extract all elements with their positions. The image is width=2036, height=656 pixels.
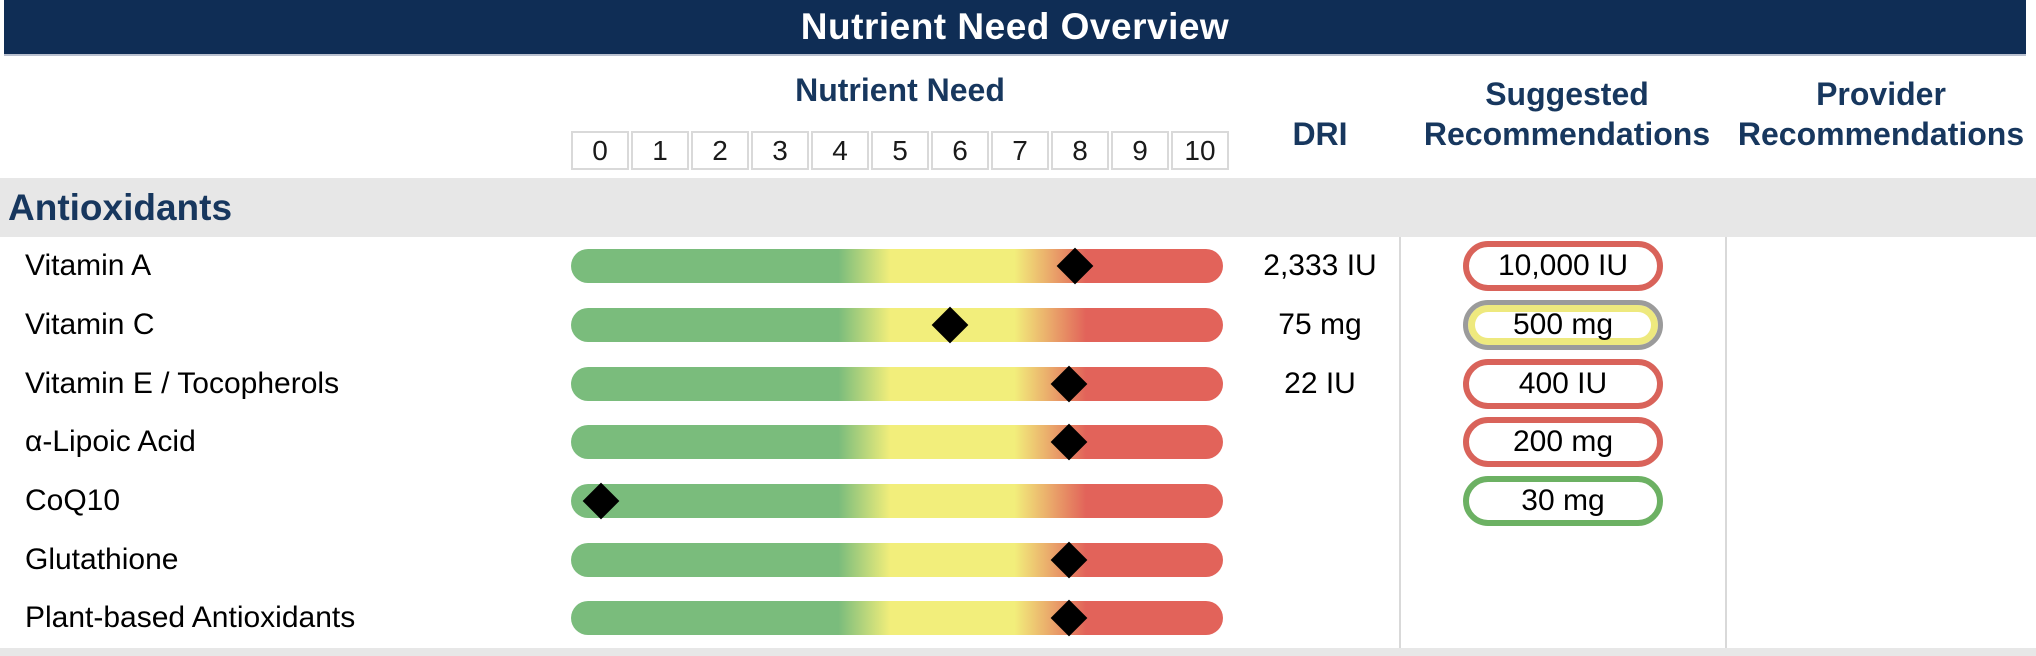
dri-value: 22 IU <box>1284 366 1356 400</box>
need-marker-diamond-icon <box>1050 541 1088 579</box>
dri-value: 75 mg <box>1278 308 1362 342</box>
scale-tick-2: 2 <box>691 131 749 170</box>
need-marker-diamond-icon <box>1056 247 1094 285</box>
scale-tick-7: 7 <box>991 131 1049 170</box>
recommendation-value: 400 IU <box>1518 366 1608 400</box>
column-header-provider-recommendations: Provider Recommendations <box>1737 76 2025 152</box>
recommendation-value: 30 mg <box>1521 484 1605 518</box>
scale-tick-1: 1 <box>631 131 689 170</box>
need-scale-bar <box>571 600 1223 637</box>
need-marker-diamond-icon <box>582 482 620 520</box>
column-header-nutrient-need: Nutrient Need <box>795 72 1005 108</box>
nutrient-label: CoQ10 <box>25 484 121 518</box>
recommendation-value: 10,000 IU <box>1497 249 1629 283</box>
column-header-dri: DRI <box>1292 116 1348 152</box>
recommendation-value: 200 mg <box>1512 425 1614 459</box>
section-header-antioxidants: Antioxidants <box>0 178 2036 237</box>
need-marker-diamond-icon <box>931 306 969 344</box>
need-marker-diamond-icon <box>1050 600 1088 637</box>
need-scale-bar <box>571 365 1223 403</box>
recommendation-pill: 400 IU <box>1463 358 1663 409</box>
nutrient-label: Vitamin E / Tocopherols <box>25 366 340 400</box>
scale-tick-10: 10 <box>1171 131 1229 170</box>
scale-tick-3: 3 <box>751 131 809 170</box>
need-scale-bar <box>571 541 1223 579</box>
table-row: Vitamin A 2,333 IU 10,000 IU <box>0 237 2036 296</box>
table-row: Plant-based Antioxidants <box>0 589 2036 648</box>
need-scale-bar <box>571 247 1223 285</box>
column-divider-right <box>1725 237 1727 648</box>
recommendation-pill: 30 mg <box>1463 476 1663 527</box>
dri-value: 2,333 IU <box>1263 249 1377 283</box>
table-row: α-Lipoic Acid 200 mg <box>0 413 2036 472</box>
rows: Vitamin A 2,333 IU 10,000 IU Vitamin C 7… <box>0 237 2036 648</box>
need-marker-diamond-icon <box>1050 424 1088 461</box>
report-title-bar: Nutrient Need Overview <box>4 0 2026 56</box>
next-section-edge <box>0 648 2036 656</box>
table-row: Vitamin E / Tocopherols 22 IU 400 IU <box>0 354 2036 413</box>
nutrient-label: α-Lipoic Acid <box>25 425 196 459</box>
nutrient-need-scale: 0 1 2 3 4 5 6 7 8 9 10 <box>571 131 1229 170</box>
section-label: Antioxidants <box>8 186 233 228</box>
scale-tick-0: 0 <box>571 131 629 170</box>
recommendation-pill: 10,000 IU <box>1463 241 1663 292</box>
need-marker-diamond-icon <box>1050 365 1088 403</box>
scale-tick-5: 5 <box>871 131 929 170</box>
scale-tick-9: 9 <box>1111 131 1169 170</box>
scale-tick-6: 6 <box>931 131 989 170</box>
nutrient-label: Vitamin A <box>25 249 152 283</box>
nutrient-label: Plant-based Antioxidants <box>25 601 356 635</box>
scale-tick-4: 4 <box>811 131 869 170</box>
report-title: Nutrient Need Overview <box>800 6 1230 47</box>
table-row: CoQ10 30 mg <box>0 472 2036 531</box>
recommendation-pill: 500 mg <box>1463 300 1663 351</box>
recommendation-value: 500 mg <box>1512 308 1614 342</box>
column-header-suggested-recommendations: Suggested Recommendations <box>1423 76 1711 152</box>
scale-tick-8: 8 <box>1051 131 1109 170</box>
column-divider-left <box>1399 237 1401 648</box>
nutrient-label: Vitamin C <box>25 308 155 342</box>
need-scale-bar <box>571 482 1223 520</box>
need-scale-bar <box>571 306 1223 344</box>
nutrient-label: Glutathione <box>25 542 179 576</box>
table-row: Glutathione <box>0 530 2036 589</box>
recommendation-pill: 200 mg <box>1463 417 1663 468</box>
need-scale-bar <box>571 424 1223 461</box>
table-row: Vitamin C 75 mg 500 mg <box>0 296 2036 355</box>
